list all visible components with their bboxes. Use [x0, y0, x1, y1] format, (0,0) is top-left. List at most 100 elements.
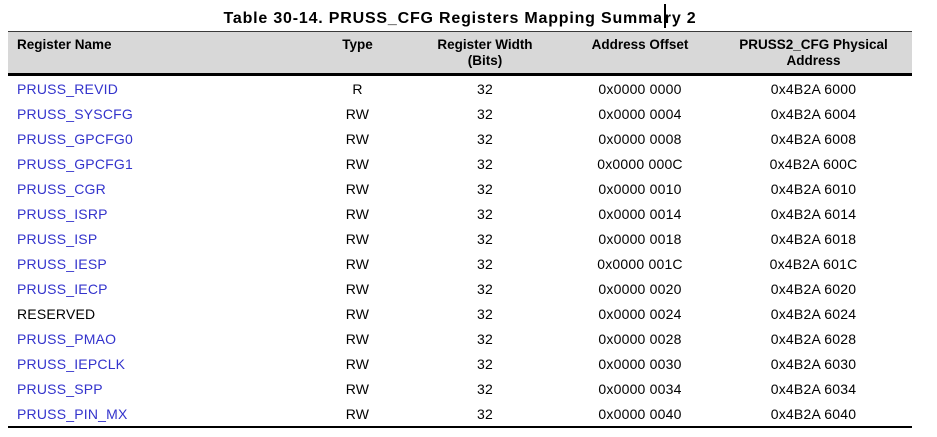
- register-link[interactable]: PRUSS_IESP: [17, 255, 107, 272]
- cell-type: RW: [345, 130, 370, 147]
- table-row: PRUSS_PMAO RW 32 0x0000 0028 0x4B2A 6028: [8, 326, 912, 351]
- header-register-name: Register Name: [8, 31, 310, 76]
- cell-physical-address: 0x4B2A 6008: [770, 130, 857, 147]
- cell-physical-address: 0x4B2A 6030: [770, 355, 857, 372]
- cell-address-offset: 0x0000 0000: [598, 80, 682, 97]
- cell-address-offset: 0x0000 0018: [598, 230, 682, 247]
- table-row: PRUSS_REVID R 32 0x0000 0000 0x4B2A 6000: [8, 75, 912, 102]
- cell-register-name: PRUSS_IEPCLK: [8, 351, 310, 376]
- cell-register-width: 32: [477, 230, 493, 247]
- cell-type: RW: [345, 105, 370, 122]
- table-row: PRUSS_GPCFG1 RW 32 0x0000 000C 0x4B2A 60…: [8, 151, 912, 176]
- table-title-text-after: ry 2: [664, 10, 697, 27]
- cell-physical-address: 0x4B2A 6040: [770, 405, 857, 422]
- table-body: PRUSS_REVID R 32 0x0000 0000 0x4B2A 6000…: [8, 75, 912, 428]
- register-link[interactable]: PRUSS_GPCFG1: [17, 155, 133, 172]
- table-title: Table 30-14. PRUSS_CFG Registers Mapping…: [8, 0, 912, 31]
- table-row: PRUSS_SYSCFG RW 32 0x0000 0004 0x4B2A 60…: [8, 101, 912, 126]
- table-row: PRUSS_IECP RW 32 0x0000 0020 0x4B2A 6020: [8, 276, 912, 301]
- cell-register-width: 32: [477, 180, 493, 197]
- cell-type: RW: [345, 205, 370, 222]
- register-link[interactable]: PRUSS_SYSCFG: [17, 105, 133, 122]
- header-address-offset: Address Offset: [565, 31, 715, 76]
- cell-physical-address: 0x4B2A 6034: [770, 380, 857, 397]
- cell-register-width: 32: [477, 305, 493, 322]
- cell-address-offset: 0x0000 0020: [598, 280, 682, 297]
- cell-type: RW: [345, 155, 370, 172]
- header-row: Register Name Type Register Width (Bits)…: [8, 31, 912, 76]
- cell-register-name: PRUSS_IESP: [8, 251, 310, 276]
- header-physical-address: PRUSS2_CFG Physical Address: [715, 31, 912, 76]
- cell-register-width: 32: [477, 330, 493, 347]
- cell-address-offset: 0x0000 0004: [598, 105, 682, 122]
- cell-physical-address: 0x4B2A 6018: [770, 230, 857, 247]
- cell-type: R: [352, 80, 363, 97]
- header-register-width-units: (Bits): [467, 53, 503, 68]
- cell-register-width: 32: [477, 80, 493, 97]
- cell-address-offset: 0x0000 0008: [598, 130, 682, 147]
- cell-physical-address: 0x4B2A 6024: [770, 305, 857, 322]
- cell-register-width: 32: [477, 130, 493, 147]
- cell-type: RW: [345, 255, 370, 272]
- register-link[interactable]: PRUSS_PIN_MX: [17, 405, 128, 422]
- cell-register-name: PRUSS_SPP: [8, 376, 310, 401]
- table-row: PRUSS_IESP RW 32 0x0000 001C 0x4B2A 601C: [8, 251, 912, 276]
- register-link[interactable]: PRUSS_CGR: [17, 180, 106, 197]
- header-address-offset-label: Address Offset: [591, 37, 689, 52]
- table-title-text-before: Table 30-14. PRUSS_CFG Registers Mapping…: [223, 10, 663, 27]
- cell-register-width: 32: [477, 205, 493, 222]
- table-row: PRUSS_GPCFG0 RW 32 0x0000 0008 0x4B2A 60…: [8, 126, 912, 151]
- text-caret: [663, 4, 666, 28]
- cell-register-width: 32: [477, 105, 493, 122]
- register-link[interactable]: PRUSS_IEPCLK: [17, 355, 126, 372]
- table-header: Register Name Type Register Width (Bits)…: [8, 31, 912, 76]
- register-link[interactable]: PRUSS_ISRP: [17, 205, 108, 222]
- cell-register-width: 32: [477, 405, 493, 422]
- cell-type: RW: [345, 405, 370, 422]
- cell-physical-address: 0x4B2A 6028: [770, 330, 857, 347]
- cell-register-name: PRUSS_IECP: [8, 276, 310, 301]
- cell-register-width: 32: [477, 280, 493, 297]
- cell-type: RW: [345, 305, 370, 322]
- cell-physical-address: 0x4B2A 6020: [770, 280, 857, 297]
- cell-address-offset: 0x0000 0010: [598, 180, 682, 197]
- register-link[interactable]: PRUSS_REVID: [17, 80, 119, 97]
- header-register-name-label: Register Name: [17, 37, 112, 52]
- cell-register-name: PRUSS_PMAO: [8, 326, 310, 351]
- cell-type: RW: [345, 230, 370, 247]
- registers-table: Register Name Type Register Width (Bits)…: [8, 31, 912, 428]
- cell-register-width: 32: [477, 380, 493, 397]
- cell-address-offset: 0x0000 0014: [598, 205, 682, 222]
- cell-register-width: 32: [477, 355, 493, 372]
- table-row: PRUSS_ISRP RW 32 0x0000 0014 0x4B2A 6014: [8, 201, 912, 226]
- table-row: PRUSS_ISP RW 32 0x0000 0018 0x4B2A 6018: [8, 226, 912, 251]
- header-type: Type: [310, 31, 405, 76]
- cell-register-name: RESERVED: [8, 301, 310, 326]
- cell-physical-address: 0x4B2A 601C: [769, 255, 858, 272]
- cell-register-name: PRUSS_PIN_MX: [8, 401, 310, 427]
- register-link[interactable]: PRUSS_IECP: [17, 280, 108, 297]
- header-type-label: Type: [342, 37, 373, 52]
- register-name-text: RESERVED: [17, 305, 96, 322]
- table-row: RESERVED RW 32 0x0000 0024 0x4B2A 6024: [8, 301, 912, 326]
- table-row: PRUSS_SPP RW 32 0x0000 0034 0x4B2A 6034: [8, 376, 912, 401]
- cell-physical-address: 0x4B2A 600C: [769, 155, 858, 172]
- register-link[interactable]: PRUSS_SPP: [17, 380, 103, 397]
- cell-register-name: PRUSS_CGR: [8, 176, 310, 201]
- cell-register-name: PRUSS_ISP: [8, 226, 310, 251]
- cell-address-offset: 0x0000 0034: [598, 380, 682, 397]
- cell-address-offset: 0x0000 0024: [598, 305, 682, 322]
- header-register-width-label: Register Width: [437, 37, 533, 52]
- register-link[interactable]: PRUSS_PMAO: [17, 330, 117, 347]
- table-row: PRUSS_CGR RW 32 0x0000 0010 0x4B2A 6010: [8, 176, 912, 201]
- cell-address-offset: 0x0000 000C: [597, 155, 683, 172]
- register-link[interactable]: PRUSS_ISP: [17, 230, 98, 247]
- table-row: PRUSS_IEPCLK RW 32 0x0000 0030 0x4B2A 60…: [8, 351, 912, 376]
- cell-register-width: 32: [477, 255, 493, 272]
- register-link[interactable]: PRUSS_GPCFG0: [17, 130, 133, 147]
- cell-physical-address: 0x4B2A 6004: [770, 105, 857, 122]
- cell-register-name: PRUSS_GPCFG1: [8, 151, 310, 176]
- cell-physical-address: 0x4B2A 6000: [770, 80, 857, 97]
- cell-address-offset: 0x0000 0028: [598, 330, 682, 347]
